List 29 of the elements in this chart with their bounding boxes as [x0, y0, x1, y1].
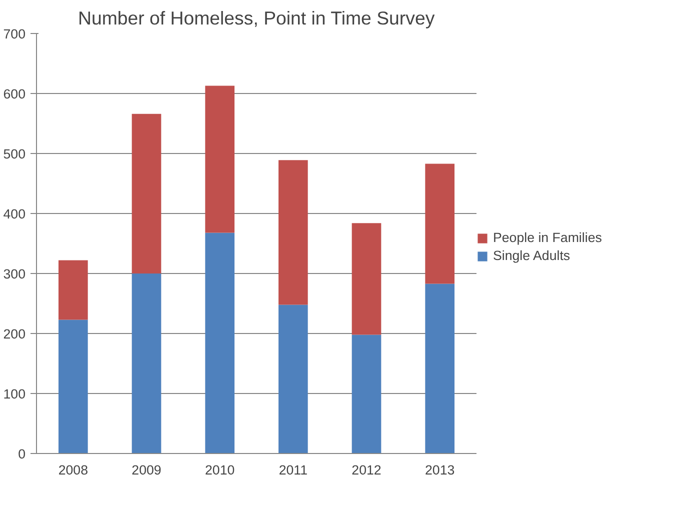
- bar: [425, 164, 454, 284]
- x-tick-label: 2008: [58, 462, 88, 478]
- bar: [278, 304, 308, 454]
- y-tick-label: 400: [3, 206, 26, 222]
- bar: [132, 274, 162, 454]
- bar: [58, 260, 88, 320]
- y-tick-label: 100: [3, 386, 26, 402]
- y-tick-label: 600: [3, 86, 26, 102]
- legend-label: Single Adults: [493, 248, 570, 263]
- y-tick-label: 0: [18, 446, 26, 462]
- y-tick-label: 200: [3, 326, 26, 342]
- y-tick-label: 300: [3, 266, 26, 282]
- bar: [205, 232, 234, 454]
- y-tick-label: 700: [3, 26, 26, 42]
- x-tick-label: 2010: [205, 462, 235, 478]
- x-tick-label: 2009: [132, 462, 162, 478]
- bar: [132, 114, 162, 274]
- bar: [205, 86, 234, 233]
- x-tick-label: 2011: [278, 462, 308, 478]
- x-tick-label: 2013: [425, 462, 455, 478]
- bar: [425, 284, 454, 454]
- bar: [352, 334, 382, 454]
- bar: [278, 160, 308, 305]
- x-tick-label: 2012: [352, 462, 382, 478]
- chart-title: Number of Homeless, Point in Time Survey: [78, 8, 436, 28]
- legend-label: People in Families: [493, 230, 602, 245]
- bar: [352, 223, 382, 335]
- y-tick-label: 500: [3, 146, 26, 162]
- bar: [58, 320, 88, 454]
